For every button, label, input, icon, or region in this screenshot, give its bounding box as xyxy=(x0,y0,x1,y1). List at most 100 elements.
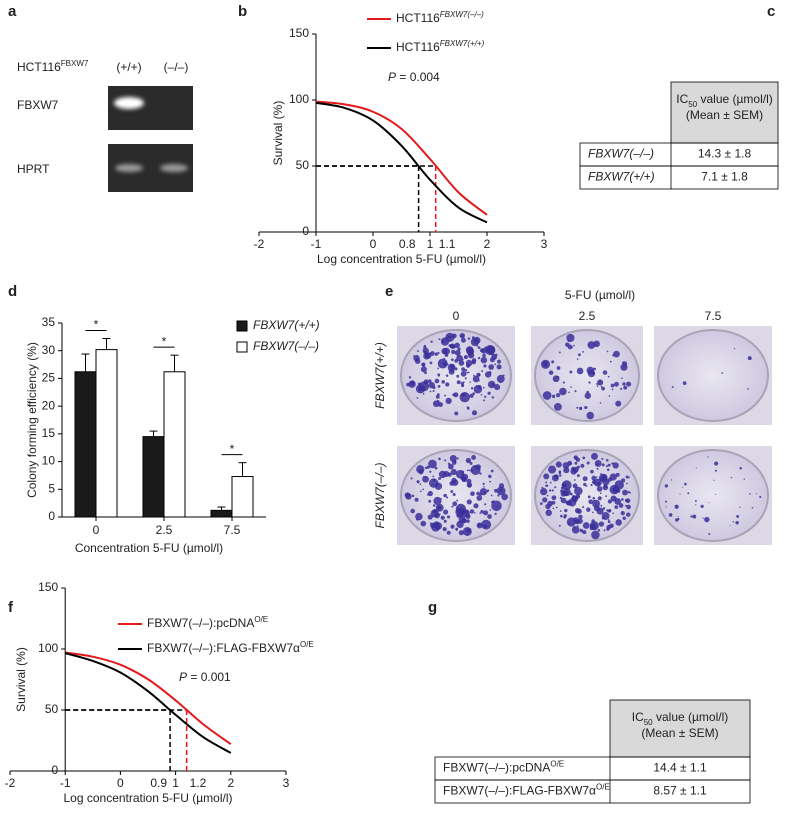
colony xyxy=(611,388,614,391)
colony xyxy=(582,506,585,509)
colony xyxy=(606,458,609,462)
colony xyxy=(583,482,587,487)
colony xyxy=(444,459,447,462)
colony xyxy=(622,516,626,520)
p-value-part: P xyxy=(388,70,396,84)
colony xyxy=(462,392,466,397)
colony xyxy=(596,486,603,492)
table-cell: 14.4 ± 1.1 xyxy=(653,761,707,775)
colony xyxy=(432,475,435,478)
colony xyxy=(466,371,469,374)
colony xyxy=(434,352,439,356)
colony xyxy=(599,402,602,404)
colony xyxy=(481,519,492,530)
cell-line-label-part: HCT116 xyxy=(17,60,61,74)
colony xyxy=(554,474,559,479)
colony xyxy=(437,375,440,377)
colony xyxy=(467,460,470,462)
colony xyxy=(473,512,476,514)
legend-label: FBXW7(+/+) xyxy=(253,318,320,332)
colony xyxy=(559,474,562,477)
colony xyxy=(477,346,481,350)
colony xyxy=(447,462,451,465)
colony xyxy=(547,500,553,507)
colony xyxy=(443,519,447,523)
colony xyxy=(476,345,479,347)
colony xyxy=(445,374,449,377)
colony xyxy=(732,521,735,523)
gel-band xyxy=(115,164,143,172)
p-value-part: = 0.004 xyxy=(396,70,440,84)
colony xyxy=(483,386,485,389)
colony xyxy=(749,493,751,495)
colony xyxy=(499,488,503,492)
colony xyxy=(559,510,562,512)
significance-star: * xyxy=(94,318,99,332)
colony xyxy=(422,364,425,367)
colony xyxy=(427,490,433,497)
colony xyxy=(620,387,623,390)
colony xyxy=(429,390,432,393)
colony xyxy=(690,515,693,518)
colony xyxy=(560,499,563,502)
plate xyxy=(534,329,640,422)
colony xyxy=(486,489,490,492)
colony xyxy=(576,358,579,360)
colony xyxy=(496,364,502,370)
colony xyxy=(469,381,472,383)
legend-label: HCT116FBXW7(+/+) xyxy=(396,39,485,55)
colony xyxy=(612,512,615,515)
colony xyxy=(551,495,557,501)
colony xyxy=(461,367,466,372)
colony xyxy=(614,498,622,505)
colony xyxy=(460,370,467,377)
colony xyxy=(480,509,484,514)
colony xyxy=(588,499,594,505)
colony xyxy=(466,406,470,409)
colony xyxy=(461,473,469,481)
colony xyxy=(479,488,488,496)
colony xyxy=(450,524,455,529)
colony xyxy=(456,520,464,529)
colony xyxy=(573,344,575,347)
bar xyxy=(95,349,118,518)
x-tick-label: -1 xyxy=(311,237,322,251)
colony xyxy=(562,381,565,384)
colony xyxy=(406,382,411,387)
colony xyxy=(574,390,577,393)
colony xyxy=(549,481,552,484)
colony xyxy=(483,510,489,516)
colony xyxy=(483,486,485,488)
colony xyxy=(571,466,576,471)
colony xyxy=(714,461,719,466)
gel-band xyxy=(160,164,188,172)
colony xyxy=(602,507,606,510)
colony xyxy=(576,474,580,478)
colony xyxy=(445,382,450,387)
colony xyxy=(607,520,611,524)
colony xyxy=(591,371,595,375)
colony xyxy=(420,366,427,373)
colony xyxy=(416,518,419,521)
colony xyxy=(556,366,561,370)
colony xyxy=(735,521,739,525)
y-tick-label: 0 xyxy=(302,224,309,238)
colony xyxy=(422,488,424,491)
colony xyxy=(435,503,444,512)
colony xyxy=(408,380,416,388)
colony xyxy=(423,379,429,385)
colony xyxy=(450,490,454,494)
colony xyxy=(448,463,454,470)
colony xyxy=(593,367,596,371)
p-value: P = 0.001 xyxy=(179,670,231,684)
colony xyxy=(539,502,543,505)
legend-label-part: FBXW7(–/–):pcDNA xyxy=(147,616,254,630)
colony xyxy=(700,504,704,508)
colony xyxy=(420,520,427,527)
colony xyxy=(475,464,481,470)
table-header-part: IC xyxy=(676,92,688,106)
colony xyxy=(573,479,576,481)
ic50-label: 0.9 xyxy=(150,776,167,790)
x-tick-label: -2 xyxy=(5,776,16,790)
colony xyxy=(410,477,413,480)
